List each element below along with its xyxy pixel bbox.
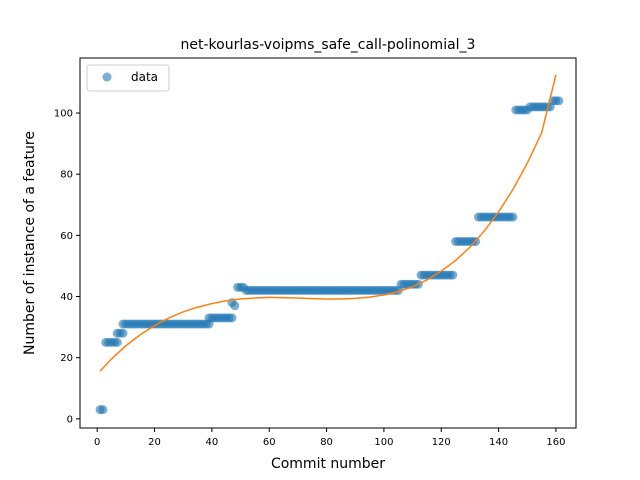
data-point bbox=[98, 405, 108, 415]
data-point bbox=[554, 96, 564, 106]
x-tick-label: 160 bbox=[546, 437, 565, 448]
y-axis: 0 20 40 60 80 100 bbox=[54, 109, 80, 425]
y-tick-label: 20 bbox=[60, 353, 73, 364]
x-tick-label: 140 bbox=[489, 437, 508, 448]
x-tick-label: 20 bbox=[148, 437, 161, 448]
x-tick-label: 40 bbox=[206, 437, 219, 448]
x-tick-label: 60 bbox=[263, 437, 276, 448]
data-point bbox=[508, 212, 518, 222]
x-tick-label: 120 bbox=[432, 437, 451, 448]
data-point bbox=[112, 337, 122, 347]
y-axis-label: Number of instance of a feature bbox=[22, 131, 38, 355]
data-point bbox=[227, 313, 237, 323]
x-axis: 0 20 40 60 80 100 120 140 160 bbox=[94, 428, 565, 448]
y-tick-label: 80 bbox=[60, 170, 73, 181]
x-tick-label: 80 bbox=[320, 437, 333, 448]
y-tick-label: 40 bbox=[60, 292, 73, 303]
y-tick-label: 60 bbox=[60, 231, 73, 242]
x-axis-label: Commit number bbox=[271, 456, 385, 472]
y-tick-label: 0 bbox=[67, 414, 73, 425]
axes-frame bbox=[79, 57, 577, 429]
legend: data bbox=[86, 64, 170, 92]
y-tick-label: 100 bbox=[54, 109, 73, 120]
x-tick-label: 100 bbox=[374, 437, 393, 448]
plot-area bbox=[95, 74, 564, 415]
chart-title: net-kourlas-voipms_safe_call-polinomial_… bbox=[181, 37, 476, 53]
data-point bbox=[118, 328, 128, 338]
legend-marker bbox=[102, 72, 112, 82]
data-point bbox=[230, 301, 240, 311]
fit-line bbox=[99, 74, 557, 372]
data-point bbox=[448, 270, 458, 280]
x-tick-label: 0 bbox=[94, 437, 100, 448]
legend-label: data bbox=[131, 70, 158, 84]
legend-box bbox=[86, 64, 170, 92]
